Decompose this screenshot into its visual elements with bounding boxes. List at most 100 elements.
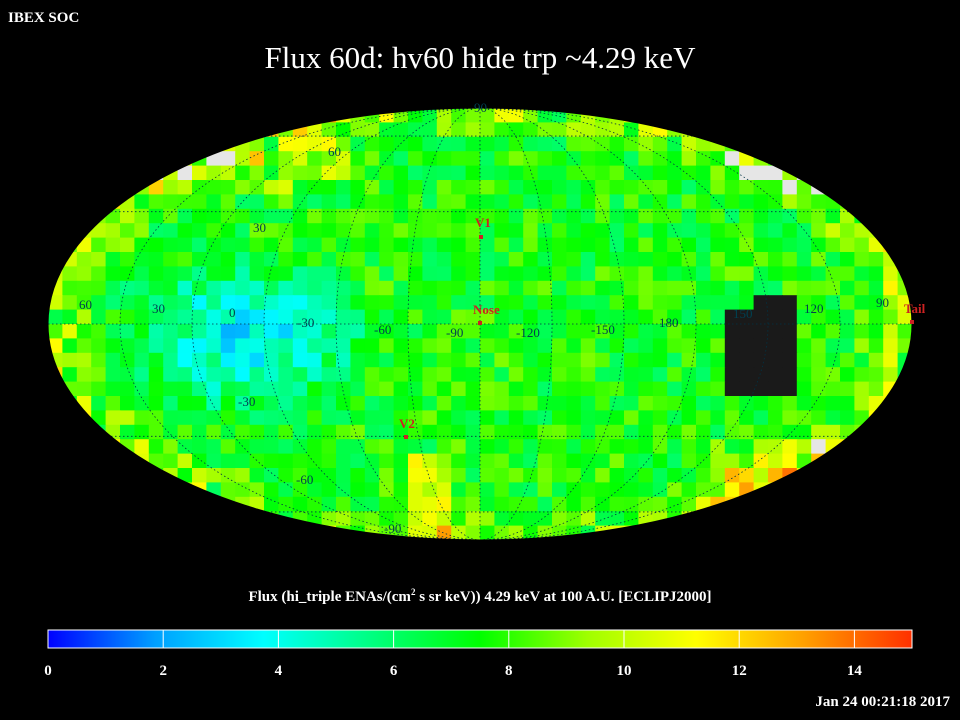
flux-cell bbox=[710, 381, 726, 397]
flux-cell bbox=[364, 280, 380, 296]
flux-cell bbox=[364, 352, 380, 368]
flux-cell bbox=[638, 165, 654, 181]
flux-cell bbox=[393, 295, 409, 311]
flux-cell bbox=[624, 396, 639, 411]
flux-cell bbox=[782, 151, 798, 167]
flux-cell bbox=[609, 396, 625, 411]
flux-cell bbox=[62, 482, 78, 498]
flux-cell bbox=[235, 223, 251, 239]
flux-cell bbox=[854, 136, 870, 152]
flux-cell bbox=[609, 122, 625, 138]
flux-cell bbox=[782, 496, 798, 512]
flux-cell bbox=[724, 266, 740, 282]
longitude-label: 30 bbox=[152, 301, 165, 316]
flux-cell bbox=[105, 338, 121, 354]
flux-cell bbox=[91, 309, 107, 325]
flux-cell bbox=[163, 223, 179, 239]
flux-cell bbox=[796, 482, 812, 498]
flux-cell bbox=[868, 338, 884, 354]
flux-cell bbox=[552, 338, 567, 354]
flux-cell bbox=[307, 151, 323, 167]
flux-cell bbox=[292, 468, 308, 483]
flux-cell bbox=[321, 165, 337, 181]
flux-cell bbox=[796, 367, 812, 383]
flux-cell bbox=[148, 381, 164, 397]
flux-cell bbox=[278, 194, 294, 210]
colorbar-tick-label: 10 bbox=[617, 663, 632, 679]
flux-cell bbox=[177, 237, 193, 253]
flux-cell bbox=[868, 108, 884, 123]
flux-cell bbox=[206, 468, 222, 483]
latitude-label: -60 bbox=[296, 472, 313, 487]
flux-cell bbox=[480, 280, 495, 296]
flux-cell bbox=[897, 208, 912, 224]
flux-cell bbox=[62, 424, 78, 440]
flux-cell bbox=[206, 525, 222, 540]
flux-cell bbox=[436, 367, 452, 383]
flux-cell bbox=[465, 151, 481, 167]
flux-cell bbox=[681, 208, 697, 224]
flux-cell bbox=[235, 122, 251, 138]
flux-cell bbox=[796, 208, 812, 224]
flux-cell bbox=[696, 410, 711, 426]
flux-cell bbox=[537, 165, 553, 181]
flux-cell bbox=[364, 396, 380, 411]
flux-cell bbox=[883, 381, 899, 397]
flux-cell bbox=[624, 496, 639, 512]
flux-cell bbox=[120, 453, 135, 469]
flux-cell bbox=[249, 165, 265, 181]
flux-cell bbox=[480, 410, 495, 426]
flux-cell bbox=[782, 511, 798, 527]
flux-cell bbox=[724, 439, 740, 455]
flux-cell bbox=[638, 439, 654, 455]
flux-cell bbox=[350, 338, 366, 354]
flux-cell bbox=[76, 280, 92, 296]
flux-cell bbox=[336, 482, 351, 498]
flux-cell bbox=[436, 338, 452, 354]
flux-cell bbox=[278, 280, 294, 296]
flux-cell bbox=[350, 525, 366, 540]
flux-cell bbox=[796, 151, 812, 167]
flux-cell bbox=[624, 122, 639, 138]
flux-cell bbox=[120, 324, 135, 339]
flux-cell bbox=[336, 338, 351, 354]
flux-cell bbox=[595, 295, 611, 311]
flux-cell bbox=[825, 468, 841, 483]
marker-tail-label: Tail bbox=[904, 301, 926, 316]
flux-cell bbox=[652, 309, 668, 325]
flux-cell bbox=[724, 122, 740, 138]
flux-cell bbox=[753, 439, 769, 455]
flux-cell bbox=[451, 367, 467, 383]
flux-cell bbox=[811, 266, 827, 282]
flux-cell bbox=[566, 309, 582, 325]
flux-cell bbox=[364, 468, 380, 483]
flux-cell bbox=[897, 468, 912, 483]
flux-cell bbox=[652, 468, 668, 483]
flux-cell bbox=[91, 338, 107, 354]
flux-cell bbox=[249, 151, 265, 167]
flux-cell bbox=[235, 381, 251, 397]
flux-cell bbox=[249, 352, 265, 368]
flux-cell bbox=[537, 352, 553, 368]
flux-cell bbox=[739, 496, 755, 512]
flux-cell bbox=[840, 108, 855, 123]
flux-cell bbox=[163, 511, 179, 527]
flux-cell bbox=[825, 482, 841, 498]
flux-cell bbox=[595, 453, 611, 469]
flux-cell bbox=[148, 151, 164, 167]
flux-cell bbox=[249, 108, 265, 123]
flux-cell bbox=[105, 180, 121, 195]
flux-cell bbox=[609, 496, 625, 512]
flux-cell bbox=[62, 367, 78, 383]
flux-cell bbox=[408, 165, 423, 181]
flux-cell bbox=[120, 396, 135, 411]
flux-cell bbox=[768, 165, 783, 181]
flux-cell bbox=[120, 151, 135, 167]
flux-cell bbox=[76, 266, 92, 282]
flux-cell bbox=[249, 468, 265, 483]
flux-cell bbox=[796, 266, 812, 282]
flux-cell bbox=[422, 410, 438, 426]
flux-cell bbox=[148, 108, 164, 123]
flux-cell bbox=[854, 424, 870, 440]
flux-cell bbox=[868, 266, 884, 282]
